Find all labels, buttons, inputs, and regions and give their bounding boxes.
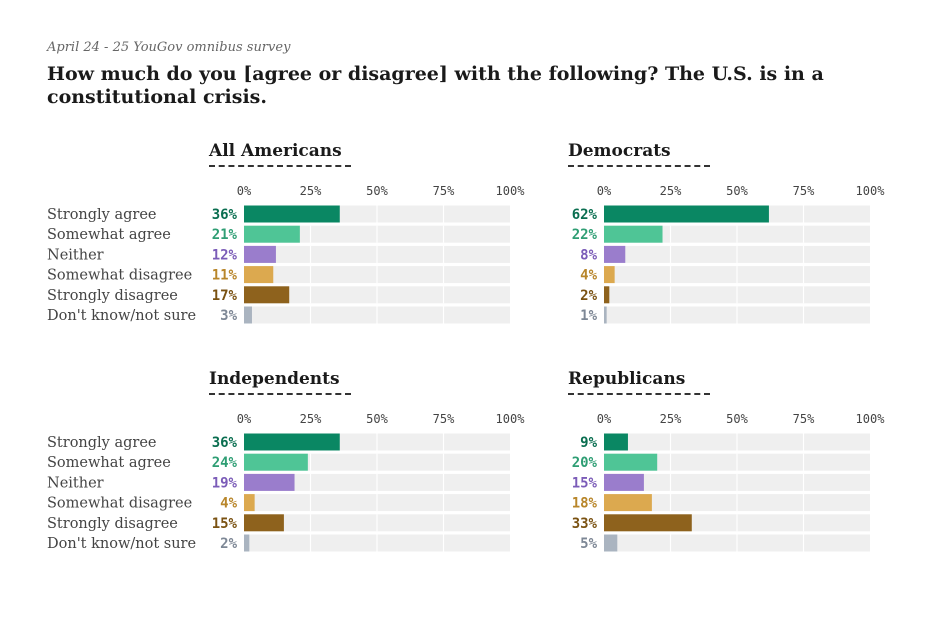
data-label: 15% [572, 475, 598, 491]
bar [604, 245, 626, 263]
bar-chart: 0% 25% 50% 75% 100% 9% 20% 15% 18% 33% 5% [572, 412, 886, 552]
bar [604, 306, 607, 324]
data-label: 15% [212, 516, 238, 532]
x-tick-label: 0% [597, 184, 612, 198]
panel-title-rule [209, 165, 351, 167]
data-label: 62% [572, 207, 598, 223]
category-label: Strongly disagree [47, 516, 178, 532]
panel-title-rule [568, 165, 710, 167]
data-label: 4% [220, 496, 237, 512]
panel-title: All Americans [209, 141, 342, 161]
x-tick-label: 100% [856, 412, 886, 426]
data-label: 1% [580, 308, 597, 324]
panel-title: Independents [209, 369, 340, 389]
panel-title: Democrats [568, 141, 671, 161]
category-label: Neither [47, 247, 104, 263]
data-label: 36% [212, 207, 238, 223]
bar [244, 494, 255, 512]
category-label: Strongly disagree [47, 288, 178, 304]
bar [604, 453, 658, 471]
bar [604, 534, 618, 552]
data-label: 18% [572, 496, 598, 512]
bar [604, 205, 769, 223]
chart-subtitle: April 24 - 25 YouGov omnibus survey [47, 40, 291, 55]
x-tick-label: 0% [237, 184, 252, 198]
bar-chart: 0% 25% 50% 75% 100% 36% Strongly agree 21% Somew… [47, 184, 526, 324]
chart-title: How much do you [agree or disagree] with… [47, 63, 824, 108]
x-tick-label: 50% [366, 184, 388, 198]
bar [604, 266, 615, 284]
x-tick-label: 75% [793, 412, 815, 426]
data-label: 9% [580, 435, 597, 451]
bar [244, 473, 295, 491]
bar [244, 245, 276, 263]
x-tick-label: 25% [300, 412, 322, 426]
x-tick-label: 50% [726, 412, 748, 426]
data-label: 36% [212, 435, 238, 451]
bar [244, 453, 308, 471]
x-tick-label: 25% [660, 412, 682, 426]
data-label: 4% [580, 268, 597, 284]
x-tick-label: 25% [660, 184, 682, 198]
panel-all-americans: All Americans 0% 25% 50% 75% 100% 36% Strongly… [0, 141, 525, 341]
panel-republicans: Republicans 0% 25% 50% 75% 100% 9% 20% 15% 18% 33… [360, 369, 885, 569]
bar [244, 514, 284, 532]
data-label: 3% [220, 308, 237, 324]
data-label: 22% [572, 227, 598, 243]
category-label: Strongly agree [47, 207, 157, 223]
x-tick-label: 75% [793, 184, 815, 198]
x-tick-label: 100% [856, 184, 886, 198]
bar-chart: 0% 25% 50% 75% 100% 36% Strongly agree 24% Somew… [47, 412, 526, 552]
bar [244, 433, 340, 451]
data-label: 24% [212, 455, 238, 471]
x-tick-label: 50% [366, 412, 388, 426]
panel-independents: Independents 0% 25% 50% 75% 100% 36% Strongly … [0, 369, 525, 569]
category-label: Somewhat disagree [47, 496, 192, 512]
panel-title-rule [568, 393, 710, 395]
x-tick-label: 75% [433, 184, 455, 198]
data-label: 12% [212, 247, 238, 263]
data-label: 19% [212, 475, 238, 491]
category-label: Somewhat agree [47, 455, 171, 471]
data-label: 17% [212, 288, 238, 304]
data-label: 2% [580, 288, 597, 304]
data-label: 21% [212, 227, 238, 243]
category-label: Somewhat disagree [47, 268, 192, 284]
data-label: 5% [580, 536, 597, 552]
x-tick-label: 100% [496, 412, 526, 426]
bar [604, 473, 644, 491]
data-label: 11% [212, 268, 238, 284]
bar [604, 514, 692, 532]
category-label: Somewhat agree [47, 227, 171, 243]
bar [604, 225, 663, 243]
data-label: 20% [572, 455, 598, 471]
panel-democrats: Democrats 0% 25% 50% 75% 100% 62% 22% 8% 4% 2% 1% [360, 141, 885, 341]
bar [244, 266, 274, 284]
bar [244, 286, 290, 304]
x-tick-label: 25% [300, 184, 322, 198]
panel-title-rule [209, 393, 351, 395]
bar [244, 205, 340, 223]
data-label: 2% [220, 536, 237, 552]
category-label: Strongly agree [47, 435, 157, 451]
x-tick-label: 100% [496, 184, 526, 198]
category-label: Don't know/not sure [47, 536, 196, 552]
bar [244, 225, 300, 243]
bar [604, 494, 652, 512]
x-tick-label: 50% [726, 184, 748, 198]
data-label: 33% [572, 516, 598, 532]
category-label: Neither [47, 475, 104, 491]
bar [604, 433, 628, 451]
bar [244, 534, 250, 552]
bar [244, 306, 252, 324]
x-tick-label: 75% [433, 412, 455, 426]
panel-title: Republicans [568, 369, 686, 389]
x-tick-label: 0% [597, 412, 612, 426]
bar-chart: 0% 25% 50% 75% 100% 62% 22% 8% 4% 2% 1% [572, 184, 886, 324]
x-tick-label: 0% [237, 412, 252, 426]
data-label: 8% [580, 247, 597, 263]
category-label: Don't know/not sure [47, 308, 196, 324]
bar [604, 286, 610, 304]
